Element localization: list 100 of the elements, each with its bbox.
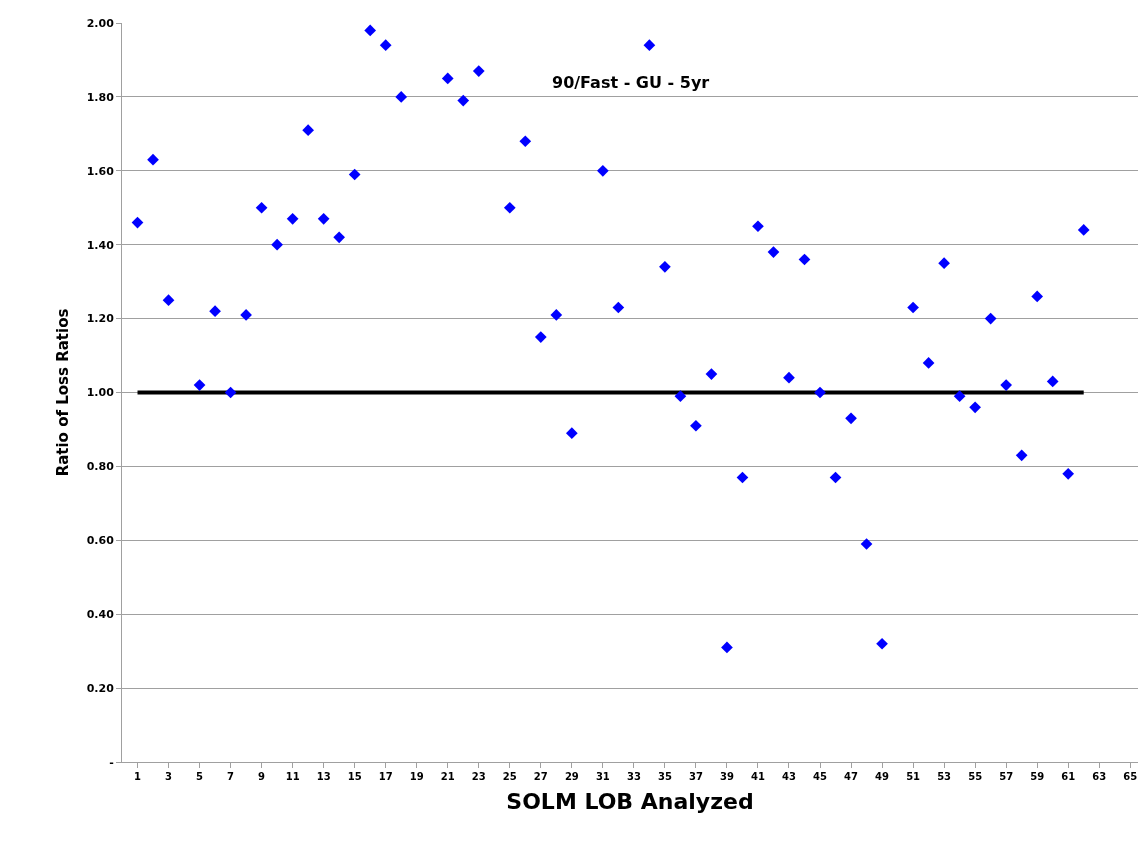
x-tick-label: 11 bbox=[285, 771, 300, 782]
point bbox=[1046, 375, 1059, 388]
y-tick-label: 0.80 bbox=[86, 460, 115, 474]
point bbox=[271, 238, 283, 251]
x-tick-label: 19 bbox=[409, 771, 424, 782]
x-tick-label: 31 bbox=[595, 771, 610, 782]
x-tick-label: 15 bbox=[347, 771, 362, 782]
x-tick-label: 35 bbox=[657, 771, 672, 782]
point bbox=[767, 246, 780, 258]
point bbox=[798, 253, 811, 266]
x-tick-label: 59 bbox=[1030, 771, 1045, 782]
point bbox=[643, 39, 656, 52]
point bbox=[333, 231, 346, 244]
point bbox=[597, 164, 609, 177]
x-tick-label: 41 bbox=[751, 771, 765, 782]
point bbox=[1015, 449, 1028, 462]
point bbox=[209, 305, 221, 318]
point bbox=[162, 294, 175, 306]
point bbox=[674, 390, 687, 403]
x-tick-label: 9 bbox=[258, 771, 266, 782]
point bbox=[550, 309, 563, 321]
point bbox=[472, 65, 485, 77]
x-tick-label: 21 bbox=[440, 771, 455, 782]
point bbox=[984, 312, 997, 325]
point bbox=[938, 257, 950, 270]
y-tick-label: 1.40 bbox=[86, 238, 115, 252]
point bbox=[565, 427, 578, 439]
x-tick-label: 57 bbox=[999, 771, 1014, 782]
point bbox=[255, 201, 268, 214]
y-tick-label: 1.80 bbox=[86, 90, 115, 104]
point bbox=[752, 220, 764, 233]
y-tick-label: 0.60 bbox=[86, 534, 115, 548]
x-tick-label: 39 bbox=[719, 771, 734, 782]
x-tick-label: 55 bbox=[968, 771, 983, 782]
x-tick-label: 13 bbox=[316, 771, 331, 782]
x-tick-label: 33 bbox=[626, 771, 641, 782]
y-tick-label: 0.20 bbox=[86, 681, 115, 695]
point bbox=[395, 91, 408, 103]
x-tick-label: 25 bbox=[502, 771, 517, 782]
point bbox=[659, 261, 671, 273]
point bbox=[953, 390, 966, 403]
point bbox=[1077, 224, 1090, 236]
point bbox=[907, 301, 919, 314]
x-tick-label: 65 bbox=[1123, 771, 1138, 782]
point bbox=[612, 301, 625, 314]
point bbox=[876, 637, 888, 650]
x-tick-label: 53 bbox=[937, 771, 952, 782]
point bbox=[348, 168, 361, 181]
point bbox=[721, 641, 733, 654]
y-tick-label: 0.40 bbox=[86, 608, 115, 622]
y-tick-label: 1.60 bbox=[86, 164, 115, 178]
point bbox=[705, 368, 718, 380]
x-tick-label: 37 bbox=[688, 771, 703, 782]
x-tick-label: 1 bbox=[134, 771, 142, 782]
point bbox=[814, 386, 826, 399]
x-tick-label: 45 bbox=[813, 771, 828, 782]
y-tick-label: 1.00 bbox=[86, 386, 115, 400]
point bbox=[441, 72, 454, 85]
x-tick-label: 43 bbox=[782, 771, 796, 782]
point bbox=[224, 386, 237, 399]
point bbox=[240, 309, 252, 321]
x-tick-label: 5 bbox=[196, 771, 204, 782]
point bbox=[457, 94, 470, 107]
x-tick-label: 47 bbox=[844, 771, 859, 782]
point bbox=[286, 212, 299, 225]
x-tick-label: 7 bbox=[227, 771, 235, 782]
x-tick-label: 27 bbox=[533, 771, 548, 782]
point bbox=[922, 357, 935, 369]
x-tick-label: 3 bbox=[165, 771, 173, 782]
point bbox=[534, 331, 547, 343]
point bbox=[1062, 467, 1075, 480]
point bbox=[147, 153, 159, 166]
x-tick-label: 17 bbox=[378, 771, 393, 782]
point bbox=[519, 135, 532, 148]
point bbox=[845, 412, 857, 425]
point bbox=[969, 401, 981, 414]
x-tick-label: 51 bbox=[906, 771, 921, 782]
x-tick-label: 23 bbox=[471, 771, 486, 782]
point bbox=[379, 39, 392, 52]
point bbox=[783, 371, 795, 384]
annotation: 90/Fast - GU - 5yr bbox=[552, 73, 710, 92]
point bbox=[364, 24, 377, 37]
point bbox=[1000, 379, 1012, 391]
x-tick-label: 61 bbox=[1061, 771, 1076, 782]
point bbox=[131, 216, 144, 229]
point bbox=[193, 379, 206, 391]
y-tick-label: 2.00 bbox=[86, 16, 115, 30]
x-tick-label: 29 bbox=[564, 771, 579, 782]
point bbox=[829, 471, 842, 484]
point bbox=[736, 471, 749, 484]
point bbox=[860, 538, 873, 550]
point bbox=[1031, 290, 1044, 303]
point bbox=[317, 212, 330, 225]
x-tick-label: 49 bbox=[875, 771, 890, 782]
y-axis-title: Ratio of Loss Ratios bbox=[53, 308, 72, 477]
y-tick-label: 1.20 bbox=[86, 312, 115, 326]
y-tick-label: - bbox=[109, 755, 114, 769]
x-tick-label: 63 bbox=[1092, 771, 1107, 782]
x-axis-title: SOLM LOB Analyzed bbox=[506, 788, 754, 814]
point bbox=[302, 124, 314, 136]
